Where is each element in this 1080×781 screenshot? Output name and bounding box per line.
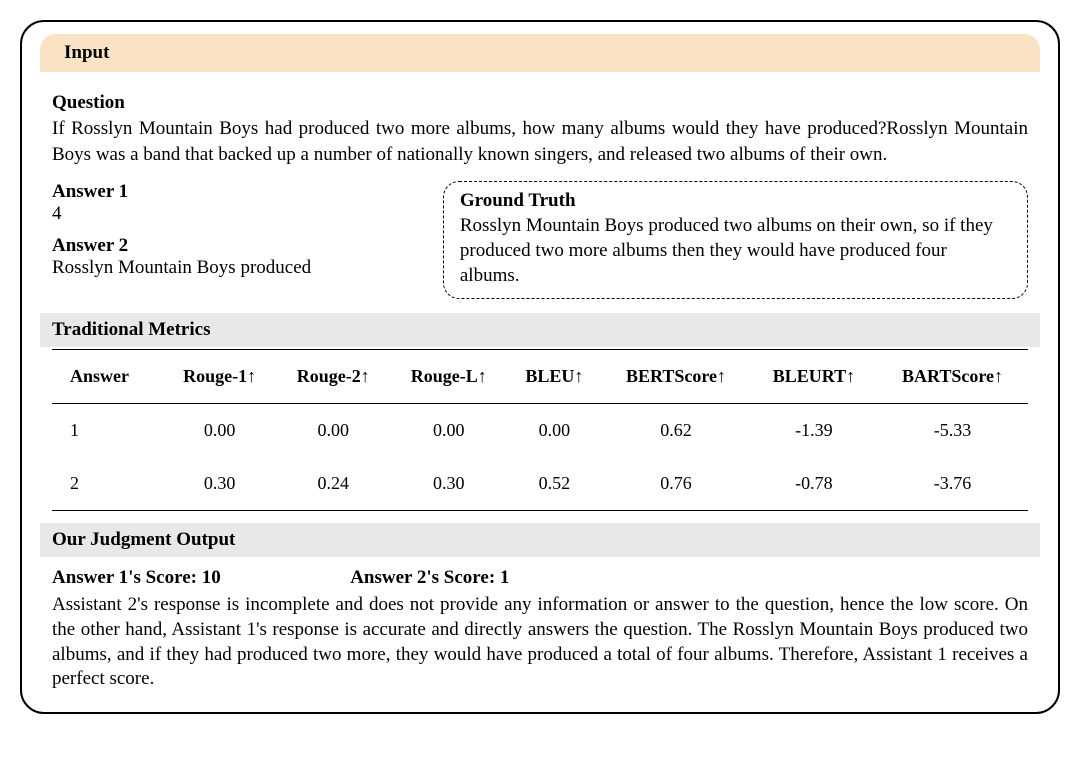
table-row: 1 0.00 0.00 0.00 0.00 0.62 -1.39 -5.33 <box>52 404 1028 458</box>
input-header: Input <box>40 34 1040 72</box>
cell: 0.24 <box>276 457 390 511</box>
cell: -5.33 <box>877 404 1028 458</box>
cell: 0.52 <box>508 457 602 511</box>
col-rouge1: Rouge-1↑ <box>163 350 277 404</box>
answer-2-score: Answer 2's Score: 1 <box>350 567 509 589</box>
table-row: 2 0.30 0.24 0.30 0.52 0.76 -0.78 -3.76 <box>52 457 1028 511</box>
cell: 0.00 <box>276 404 390 458</box>
cell: 0.30 <box>163 457 277 511</box>
answers-left: Answer 1 4 Answer 2 Rosslyn Mountain Boy… <box>52 181 423 289</box>
judgment-text: Assistant 2's response is incomplete and… <box>52 593 1028 692</box>
content-area: Question If Rosslyn Mountain Boys had pr… <box>22 72 1058 712</box>
ground-truth-box: Ground Truth Rosslyn Mountain Boys produ… <box>443 181 1028 299</box>
col-bartscore: BARTScore↑ <box>877 350 1028 404</box>
cell: 0.76 <box>601 457 751 511</box>
col-bertscore: BERTScore↑ <box>601 350 751 404</box>
col-answer: Answer <box>52 350 163 404</box>
answer-1-score: Answer 1's Score: 10 <box>52 567 221 589</box>
answer-2-label: Answer 2 <box>52 235 423 257</box>
answer-2-value: Rosslyn Mountain Boys produced <box>52 257 423 279</box>
col-bleurt: BLEURT↑ <box>751 350 877 404</box>
cell: 0.00 <box>163 404 277 458</box>
cell: 0.30 <box>390 457 508 511</box>
document-card: Input Question If Rosslyn Mountain Boys … <box>20 20 1060 714</box>
cell: -3.76 <box>877 457 1028 511</box>
ground-truth-text: Rosslyn Mountain Boys produced two album… <box>460 214 1011 288</box>
col-rouge2: Rouge-2↑ <box>276 350 390 404</box>
answer-1-block: Answer 1 4 <box>52 181 423 225</box>
ground-truth-label: Ground Truth <box>460 190 1011 212</box>
judgment-scores: Answer 1's Score: 10 Answer 2's Score: 1 <box>52 567 1028 589</box>
col-bleu: BLEU↑ <box>508 350 602 404</box>
cell: -1.39 <box>751 404 877 458</box>
cell: 0.00 <box>390 404 508 458</box>
col-rougel: Rouge-L↑ <box>390 350 508 404</box>
answers-row: Answer 1 4 Answer 2 Rosslyn Mountain Boy… <box>52 181 1028 299</box>
judgment-header: Our Judgment Output <box>40 523 1040 557</box>
cell: -0.78 <box>751 457 877 511</box>
answer-2-block: Answer 2 Rosslyn Mountain Boys produced <box>52 235 423 279</box>
metrics-table: Answer Rouge-1↑ Rouge-2↑ Rouge-L↑ BLEU↑ … <box>52 349 1028 511</box>
answer-1-value: 4 <box>52 203 423 225</box>
cell: 2 <box>52 457 163 511</box>
answer-1-label: Answer 1 <box>52 181 423 203</box>
metrics-header-row: Answer Rouge-1↑ Rouge-2↑ Rouge-L↑ BLEU↑ … <box>52 350 1028 404</box>
metrics-header: Traditional Metrics <box>40 313 1040 347</box>
cell: 0.62 <box>601 404 751 458</box>
question-label: Question <box>52 92 1028 114</box>
cell: 1 <box>52 404 163 458</box>
question-text: If Rosslyn Mountain Boys had produced tw… <box>52 116 1028 167</box>
cell: 0.00 <box>508 404 602 458</box>
